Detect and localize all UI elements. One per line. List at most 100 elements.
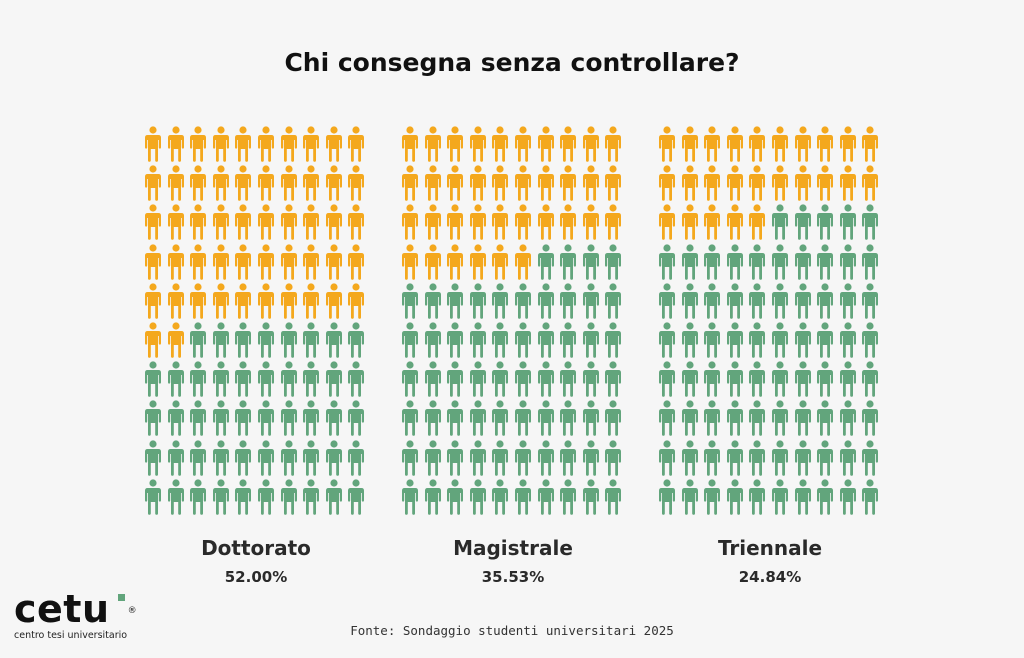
person-icon — [279, 322, 299, 358]
person-icon — [603, 400, 623, 437]
person-icon — [793, 479, 813, 515]
person-icon — [166, 361, 186, 397]
person-icon-highlighted — [603, 204, 623, 241]
person-icon — [513, 439, 533, 476]
person-icon-highlighted — [793, 126, 813, 162]
person-icon — [143, 479, 163, 515]
person-icon — [324, 479, 344, 515]
person-icon — [490, 361, 510, 397]
person-icon-highlighted — [468, 243, 488, 280]
person-icon-highlighted — [143, 204, 163, 241]
person-icon-highlighted — [400, 243, 420, 280]
person-icon — [279, 439, 299, 476]
person-icon-highlighted — [468, 204, 488, 241]
person-icon — [838, 322, 858, 358]
person-icon — [513, 479, 533, 515]
person-icon-highlighted — [166, 243, 186, 280]
person-icon — [725, 439, 745, 476]
person-icon — [536, 361, 556, 397]
person-icon — [770, 439, 790, 476]
person-icon-highlighted — [725, 126, 745, 162]
person-icon-highlighted — [815, 165, 835, 201]
person-icon-highlighted — [279, 165, 299, 201]
person-icon-highlighted — [188, 283, 208, 319]
person-icon-highlighted — [211, 126, 231, 162]
person-icon — [603, 361, 623, 397]
person-icon — [793, 322, 813, 358]
person-icon — [815, 400, 835, 437]
person-icon — [445, 400, 465, 437]
person-icon — [702, 361, 722, 397]
chart-title: Chi consegna senza controllare? — [284, 48, 740, 77]
person-icon-highlighted — [301, 243, 321, 280]
person-icon-highlighted — [747, 165, 767, 201]
person-icon — [793, 361, 813, 397]
person-icon — [301, 361, 321, 397]
person-icon — [166, 479, 186, 515]
person-icon — [346, 439, 366, 476]
person-icon-highlighted — [324, 283, 344, 319]
logo-wordmark: cetu ® — [14, 590, 137, 628]
person-icon — [747, 361, 767, 397]
person-icon — [680, 243, 700, 280]
person-icon-highlighted — [747, 126, 767, 162]
person-icon-highlighted — [211, 204, 231, 241]
person-icon — [725, 283, 745, 319]
person-icon — [815, 479, 835, 515]
person-icon — [603, 322, 623, 358]
logo-dot-icon — [118, 594, 126, 601]
person-icon — [747, 479, 767, 515]
person-icon — [423, 361, 443, 397]
person-icon — [558, 243, 578, 280]
person-icon-highlighted — [143, 126, 163, 162]
person-icon — [301, 439, 321, 476]
person-icon — [211, 322, 231, 358]
person-icon-highlighted — [233, 165, 253, 201]
person-icon — [770, 204, 790, 241]
person-icon — [793, 439, 813, 476]
person-icon — [256, 400, 276, 437]
person-icon — [233, 479, 253, 515]
person-icon-highlighted — [143, 283, 163, 319]
source-note: Fonte: Sondaggio studenti universitari 2… — [350, 623, 674, 638]
person-icon — [725, 361, 745, 397]
person-icon-highlighted — [702, 204, 722, 241]
person-icon-highlighted — [256, 243, 276, 280]
person-icon-highlighted — [558, 165, 578, 201]
person-icon — [143, 400, 163, 437]
person-icon — [490, 479, 510, 515]
person-icon — [143, 361, 163, 397]
person-icon — [536, 439, 556, 476]
person-icon-highlighted — [279, 283, 299, 319]
person-icon-highlighted — [211, 243, 231, 280]
person-icon-highlighted — [558, 204, 578, 241]
person-icon — [324, 400, 344, 437]
person-icon — [838, 439, 858, 476]
person-icon — [346, 361, 366, 397]
person-icon — [188, 361, 208, 397]
person-icon-highlighted — [725, 204, 745, 241]
person-icon-highlighted — [256, 204, 276, 241]
person-icon — [860, 283, 880, 319]
person-icon — [256, 479, 276, 515]
person-icon — [513, 283, 533, 319]
person-icon — [770, 361, 790, 397]
person-icon-highlighted — [468, 126, 488, 162]
person-icon-highlighted — [346, 165, 366, 201]
person-icon — [468, 283, 488, 319]
person-icon-highlighted — [423, 204, 443, 241]
person-icon-highlighted — [233, 126, 253, 162]
person-icon-highlighted — [166, 126, 186, 162]
person-icon — [233, 361, 253, 397]
person-icon — [513, 361, 533, 397]
person-icon-highlighted — [166, 204, 186, 241]
person-icon-highlighted — [680, 126, 700, 162]
person-icon — [558, 479, 578, 515]
person-icon-highlighted — [536, 204, 556, 241]
person-icon-highlighted — [188, 243, 208, 280]
person-icon — [423, 322, 443, 358]
person-icon — [860, 400, 880, 437]
person-icon — [346, 479, 366, 515]
person-icon-highlighted — [400, 204, 420, 241]
person-icon-highlighted — [657, 126, 677, 162]
